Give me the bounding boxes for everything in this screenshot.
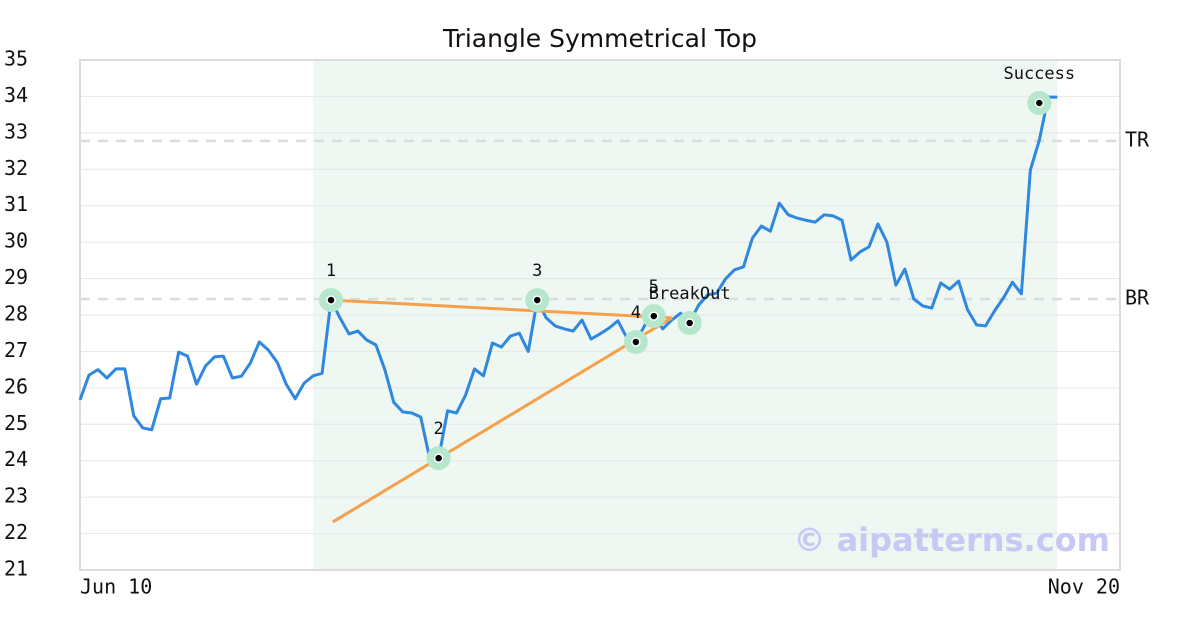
chart-title: Triangle Symmetrical Top (442, 24, 757, 53)
point-label: BreakOut (649, 284, 731, 304)
y-tick-label: 24 (4, 447, 28, 471)
point-label: 5 (649, 277, 659, 297)
point-dot (433, 453, 444, 463)
point-dot (326, 295, 336, 305)
x-tick-label: Nov 20 (1048, 575, 1120, 599)
point-dot (1034, 98, 1045, 108)
level-label: TR (1125, 127, 1150, 151)
y-tick-label: 35 (4, 47, 28, 71)
price-line (78, 95, 1058, 460)
y-tick-label: 30 (4, 229, 28, 253)
point-label: 1 (326, 261, 336, 281)
point-label: 4 (631, 303, 641, 323)
y-tick-label: 23 (4, 484, 28, 508)
y-tick-label: 26 (4, 374, 28, 398)
y-tick-label: 21 (4, 557, 28, 581)
y-tick-label: 32 (4, 156, 28, 180)
y-tick-label: 22 (4, 520, 28, 544)
y-tick-label: 29 (4, 265, 28, 289)
y-tick-label: 34 (4, 83, 28, 107)
trend-line (330, 298, 672, 320)
trend-line (332, 316, 673, 524)
point-dot (631, 337, 641, 347)
y-tick-label: 27 (4, 338, 28, 362)
plot-frame (79, 59, 1121, 571)
point-label: Success (1003, 64, 1075, 84)
point-dot (532, 295, 542, 305)
y-tick-label: 33 (4, 119, 28, 143)
level-label: BR (1125, 285, 1150, 309)
y-tick-label: 25 (4, 411, 28, 435)
point-dot (684, 318, 695, 328)
point-label: 2 (433, 419, 443, 439)
point-dot (649, 311, 659, 321)
y-tick-label: 31 (4, 192, 28, 216)
point-label: 3 (532, 261, 542, 281)
x-tick-label: Jun 10 (80, 575, 152, 599)
watermark: © aipatterns.com (793, 521, 1110, 559)
y-tick-label: 28 (4, 302, 28, 326)
